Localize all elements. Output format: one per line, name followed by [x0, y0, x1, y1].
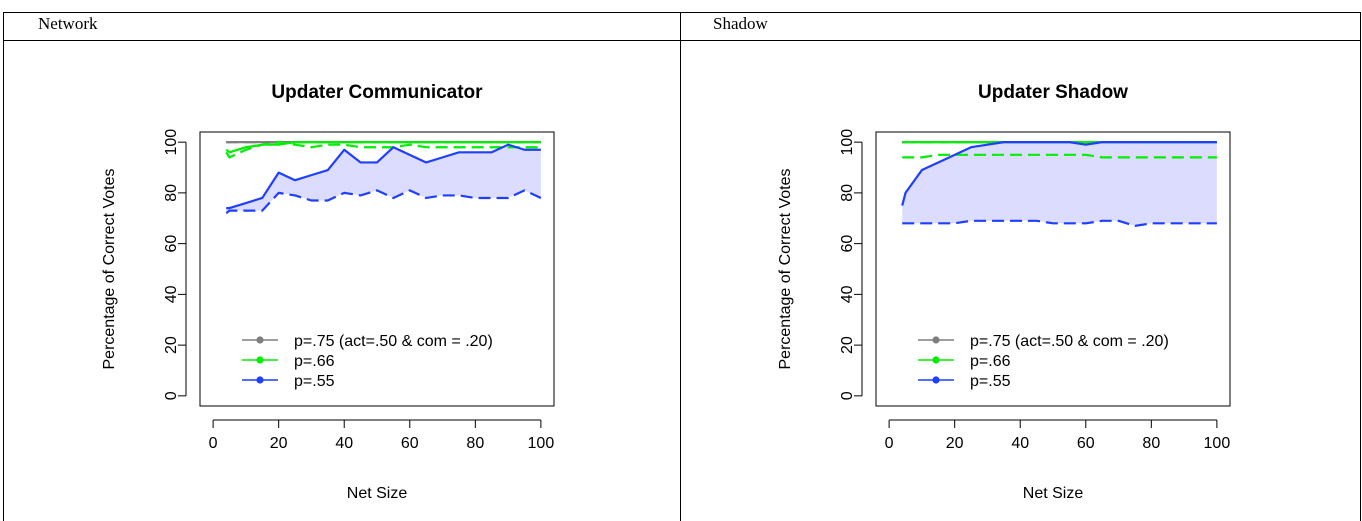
column-header-network: Network — [38, 14, 98, 33]
series-line-4 — [226, 143, 541, 210]
legend-marker-0 — [256, 336, 264, 344]
x-tick-label: 20 — [270, 435, 288, 452]
x-tick-label: 80 — [466, 435, 484, 452]
x-tick-label: 80 — [1142, 435, 1160, 452]
series-line-4 — [901, 141, 1217, 206]
legend-marker-2 — [256, 376, 264, 384]
series-line-3 — [902, 153, 1217, 159]
legend-label-0: p=.75 (act=.50 & com = .20) — [970, 333, 1169, 350]
legend-label-2: p=.55 — [294, 373, 335, 390]
legend-label-1: p=.66 — [970, 353, 1011, 370]
y-tick-label: 60 — [839, 235, 856, 253]
series-line-5 — [902, 219, 1217, 227]
x-axis-label: Net Size — [347, 485, 408, 502]
table-top-border — [3, 12, 1361, 13]
figure-table: Network Shadow — [0, 12, 1362, 521]
y-tick-label: 0 — [163, 391, 180, 400]
x-tick-label: 0 — [885, 435, 894, 452]
y-axis-label: Percentage of Correct Votes — [777, 169, 794, 370]
x-tick-label: 60 — [401, 435, 419, 452]
series-line-5 — [225, 189, 542, 215]
legend-marker-0 — [932, 336, 940, 344]
legend-label-0: p=.75 (act=.50 & com = .20) — [294, 333, 493, 350]
legend-marker-1 — [256, 356, 264, 364]
table-header-border — [3, 40, 1361, 41]
x-tick-label: 60 — [1077, 435, 1095, 452]
x-axis-label: Net Size — [1023, 485, 1084, 502]
y-tick-label: 40 — [163, 285, 180, 303]
y-tick-label: 20 — [163, 336, 180, 354]
y-tick-label: 80 — [163, 184, 180, 202]
x-tick-label: 100 — [528, 435, 555, 452]
x-tick-label: 40 — [1011, 435, 1029, 452]
confidence-band — [902, 142, 1217, 226]
y-tick-label: 20 — [839, 336, 856, 354]
x-tick-label: 0 — [209, 435, 218, 452]
series-line-3 — [225, 141, 541, 159]
x-tick-label: 40 — [335, 435, 353, 452]
legend-label-1: p=.66 — [294, 353, 335, 370]
y-tick-label: 100 — [839, 129, 856, 156]
table-middle-border — [680, 12, 681, 521]
column-header-shadow: Shadow — [713, 14, 768, 33]
legend-label-2: p=.55 — [970, 373, 1011, 390]
y-tick-label: 80 — [839, 184, 856, 202]
y-axis-label: Percentage of Correct Votes — [101, 169, 118, 370]
chart-updater-communicator: Updater Communicator 0 20 40 60 80 100 Net Size… — [101, 82, 555, 502]
y-tick-label: 60 — [163, 235, 180, 253]
table-right-border — [1360, 12, 1361, 521]
x-tick-label: 20 — [946, 435, 964, 452]
chart-updater-shadow: Updater Shadow 0 20 40 60 80 100 Net Size 0 20 40 6… — [777, 82, 1231, 502]
y-tick-label: 100 — [163, 129, 180, 156]
table-left-border — [3, 12, 4, 521]
chart-title: Updater Shadow — [978, 82, 1128, 103]
plot-box — [875, 131, 1231, 407]
confidence-band — [226, 144, 541, 214]
y-tick-label: 0 — [839, 391, 856, 400]
plot-box — [199, 131, 555, 407]
x-tick-label: 100 — [1204, 435, 1231, 452]
legend-marker-2 — [932, 376, 940, 384]
y-tick-label: 40 — [839, 285, 856, 303]
chart-title: Updater Communicator — [271, 82, 483, 103]
legend-marker-1 — [932, 356, 940, 364]
